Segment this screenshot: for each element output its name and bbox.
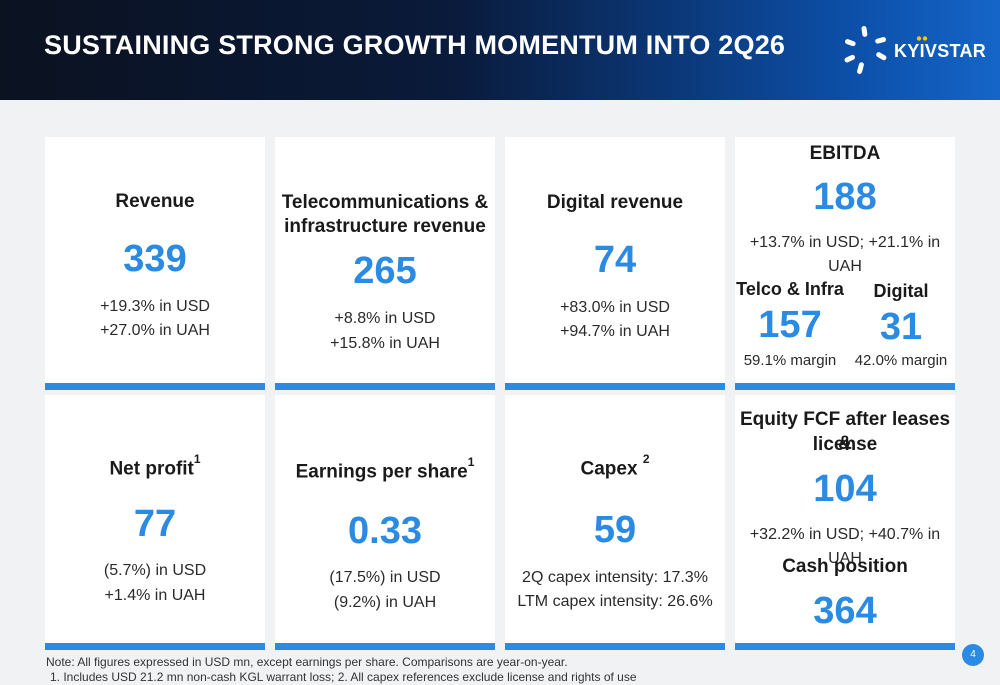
card-accent-bar: [505, 643, 725, 650]
cash-position-value: 364: [813, 590, 877, 632]
telco-revenue-label-line1: Telecommunications &: [281, 192, 489, 213]
eps-label: Earnings per share1: [295, 455, 475, 483]
ebitda-value: 188: [813, 176, 877, 218]
telco-revenue-label-line2: infrastructure revenue: [284, 216, 486, 237]
footnote-line: 1. Includes USD 21.2 mn non-cash KGL war…: [50, 670, 637, 684]
net-profit-value: 77: [133, 503, 177, 545]
capex-value: 59: [593, 509, 637, 551]
ebitda-card: EBITDA 188 +13.7% in USD; +21.1% in UAH …: [735, 137, 955, 390]
cash-position-label: Cash position: [782, 556, 908, 577]
digital-revenue-value: 74: [593, 239, 637, 281]
footnote-note: Note: All figures expressed in USD mn, e…: [46, 655, 568, 669]
equity-fcf-value: 104: [813, 468, 877, 510]
capex-ltm-intensity: LTM capex intensity: 26.6%: [517, 593, 713, 610]
net-profit-uah-growth: +1.4% in UAH: [104, 587, 206, 604]
revenue-usd-growth: +19.3% in USD: [100, 298, 210, 315]
telco-revenue-value: 265: [353, 250, 417, 292]
ebitda-telco-margin: 59.1% margin: [743, 352, 837, 369]
digital-revenue-uah-growth: +94.7% in UAH: [560, 323, 670, 340]
footnote-ref: 1: [193, 452, 201, 466]
eps-card: Earnings per share1 0.33 (17.5%) in USD …: [275, 395, 495, 650]
equity-fcf-card: Equity FCF after leases & license 104 +3…: [735, 395, 955, 650]
eps-usd-growth: (17.5%) in USD: [329, 569, 441, 586]
revenue-label: Revenue: [115, 191, 195, 212]
card-accent-bar: [505, 383, 725, 390]
kyivstar-logo: KYIVSTAR: [842, 24, 986, 80]
card-accent-bar: [275, 643, 495, 650]
star-burst-icon: [844, 25, 887, 75]
equity-fcf-label-line2: license: [812, 434, 878, 455]
revenue-value: 339: [123, 238, 187, 280]
telco-revenue-uah-growth: +15.8% in UAH: [330, 335, 440, 352]
footnote-ref: 1: [467, 455, 475, 469]
ebitda-growth: +13.7% in USD; +21.1% in UAH: [749, 234, 941, 275]
net-profit-card: Net profit1 77 (5.7%) in USD +1.4% in UA…: [45, 395, 265, 650]
telco-revenue-usd-growth: +8.8% in USD: [334, 310, 436, 327]
capex-card: Capex 2 59 2Q capex intensity: 17.3% LTM…: [505, 395, 725, 650]
logo-accent-dots-icon: [916, 36, 928, 41]
digital-revenue-card: Digital revenue 74 +83.0% in USD +94.7% …: [505, 137, 725, 390]
card-accent-bar: [735, 383, 955, 390]
card-accent-bar: [45, 643, 265, 650]
logo-text: KYIVSTAR: [894, 41, 987, 61]
net-profit-usd-growth: (5.7%) in USD: [103, 562, 207, 579]
revenue-uah-growth: +27.0% in UAH: [100, 322, 210, 339]
ebitda-telco-label: Telco & Infra: [736, 279, 844, 299]
page-title: SUSTAINING STRONG GROWTH MOMENTUM INTO 2…: [44, 30, 786, 60]
eps-uah-growth: (9.2%) in UAH: [333, 594, 437, 611]
equity-fcf-label-line1: Equity FCF after leases &: [739, 409, 951, 454]
eps-value: 0.33: [348, 510, 422, 552]
ebitda-telco-block: Telco & Infra 157 59.1% margin: [735, 277, 845, 369]
ebitda-digital-label: Digital: [873, 281, 929, 301]
equity-fcf-growth: +32.2% in USD; +40.7% in UAH: [749, 526, 941, 567]
footnote-ref: 2: [642, 452, 650, 466]
net-profit-label: Net profit1: [109, 452, 201, 480]
telco-revenue-card: Telecommunications & infrastructure reve…: [275, 137, 495, 390]
capex-2q-intensity: 2Q capex intensity: 17.3%: [522, 569, 708, 586]
revenue-card: Revenue 339 +19.3% in USD +27.0% in UAH: [45, 137, 265, 390]
page-number: 4: [962, 644, 984, 666]
ebitda-telco-value: 157: [758, 304, 822, 346]
card-accent-bar: [275, 383, 495, 390]
card-accent-bar: [735, 643, 955, 650]
capex-label: Capex 2: [580, 452, 650, 480]
digital-revenue-label: Digital revenue: [546, 192, 684, 213]
ebitda-label: EBITDA: [809, 143, 881, 164]
ebitda-digital-value: 31: [879, 306, 923, 348]
header-banner: SUSTAINING STRONG GROWTH MOMENTUM INTO 2…: [0, 0, 1000, 100]
ebitda-digital-margin: 42.0% margin: [854, 352, 948, 369]
ebitda-digital-block: Digital 31 42.0% margin: [847, 279, 955, 371]
digital-revenue-usd-growth: +83.0% in USD: [560, 299, 670, 316]
card-accent-bar: [45, 383, 265, 390]
